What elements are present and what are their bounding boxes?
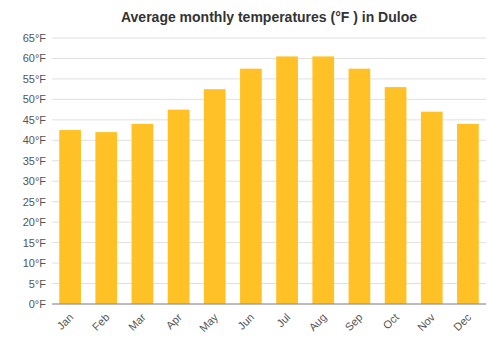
y-tick-label: 30°F xyxy=(23,175,47,187)
bar xyxy=(132,124,154,304)
y-tick-label: 20°F xyxy=(23,216,47,228)
x-tick-label: Feb xyxy=(90,311,112,333)
x-tick-label: May xyxy=(197,311,221,335)
y-tick-label: 0°F xyxy=(29,298,47,310)
bars xyxy=(59,56,479,304)
grid-line xyxy=(52,99,486,100)
x-tick-label: Jul xyxy=(274,311,292,329)
bar xyxy=(276,56,298,304)
bar xyxy=(204,89,226,304)
bar xyxy=(421,112,443,304)
x-axis-line xyxy=(52,304,486,305)
bar xyxy=(349,69,371,304)
y-tick-label: 65°F xyxy=(23,32,47,44)
x-tick-label: Oct xyxy=(380,311,401,332)
x-tick-label: Sep xyxy=(343,311,365,333)
x-tick-label: Mar xyxy=(126,311,148,333)
bar xyxy=(457,124,479,304)
x-tick-label: Jan xyxy=(54,311,75,332)
x-axis: Jan Feb Mar Apr May Jun Jul Aug Sep Oct Nov Dec xyxy=(52,304,486,334)
y-tick-label: 55°F xyxy=(23,73,47,85)
grid-line xyxy=(52,38,486,39)
x-tick-label: Nov xyxy=(415,311,438,334)
y-tick-label: 15°F xyxy=(23,237,47,249)
chart: Average monthly temperatures (°F ) in Du… xyxy=(0,0,500,350)
y-tick-label: 45°F xyxy=(23,114,47,126)
x-tick-label: Dec xyxy=(451,311,474,334)
bar xyxy=(168,110,190,304)
y-tick-label: 5°F xyxy=(29,278,47,290)
bar xyxy=(312,56,334,304)
grid-line xyxy=(52,78,486,79)
y-tick-label: 50°F xyxy=(23,93,47,105)
grid-line xyxy=(52,58,486,59)
y-tick-label: 60°F xyxy=(23,52,47,64)
x-tick-label: Apr xyxy=(163,311,184,332)
title: Average monthly temperatures (°F ) in Du… xyxy=(121,9,417,25)
y-tick-label: 10°F xyxy=(23,257,47,269)
y-tick-label: 35°F xyxy=(23,155,47,167)
y-axis: 0°F 5°F 10°F 15°F 20°F 25°F 30°F 35°F 40°F 45°F 50… xyxy=(23,32,486,310)
bar xyxy=(240,69,262,304)
x-tick-label: Jun xyxy=(235,311,256,332)
y-tick-label: 25°F xyxy=(23,196,47,208)
bar xyxy=(95,132,117,304)
y-tick-label: 40°F xyxy=(23,134,47,146)
grid-line xyxy=(52,304,486,305)
bar xyxy=(59,130,81,304)
chart-container: Average monthly temperatures (°F ) in Du… xyxy=(0,0,500,350)
x-tick-label: Aug xyxy=(306,311,328,333)
bar xyxy=(385,87,407,304)
